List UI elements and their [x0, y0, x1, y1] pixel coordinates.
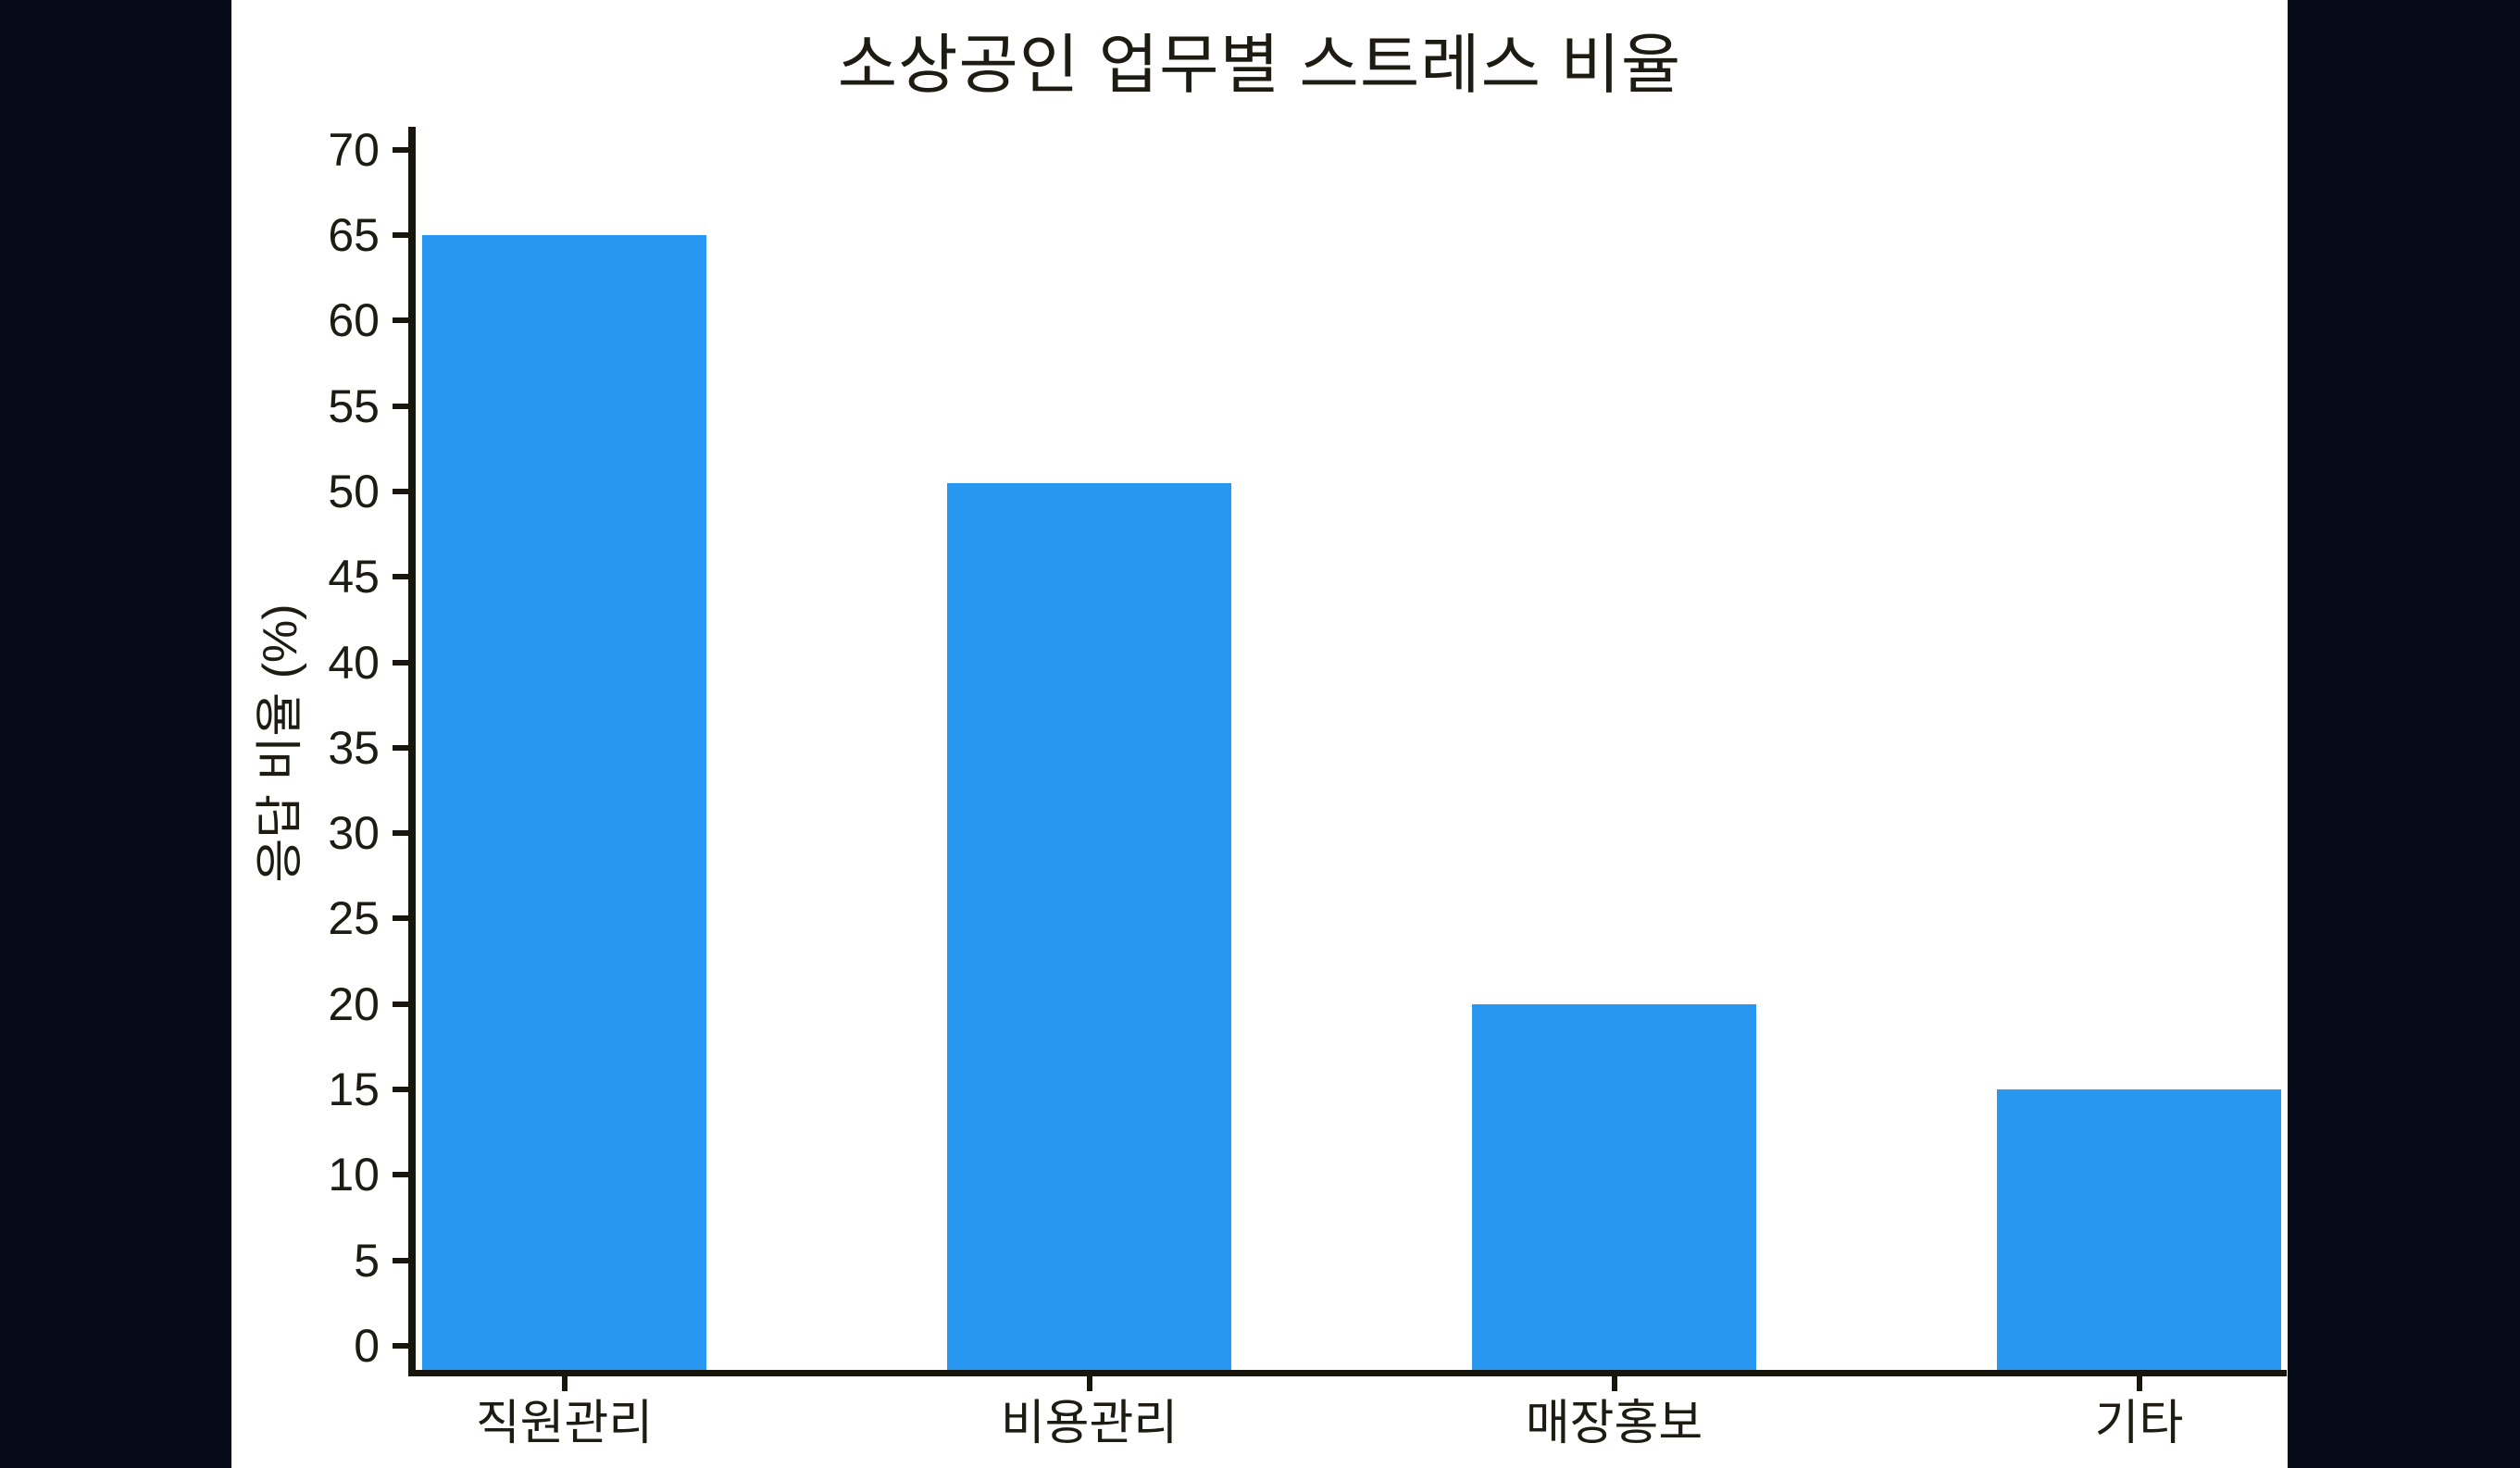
- y-tick-mark: [393, 231, 408, 238]
- bar-직원관리: [422, 234, 706, 1370]
- x-tick-label: 비용관리: [1000, 1397, 1179, 1450]
- y-tick-label: 45: [328, 551, 380, 603]
- y-tick-label: 25: [328, 892, 380, 945]
- y-tick-mark: [393, 488, 408, 494]
- y-tick-mark: [393, 1343, 408, 1349]
- y-tick-mark: [393, 1087, 408, 1093]
- bar-비용관리: [947, 482, 1231, 1370]
- y-tick-label: 55: [328, 379, 380, 432]
- y-tick-label: 5: [354, 1234, 380, 1287]
- x-tick-mark: [2136, 1376, 2142, 1391]
- y-tick-mark: [393, 403, 408, 409]
- y-tick-mark: [393, 1001, 408, 1007]
- y-tick-label: 15: [328, 1064, 380, 1116]
- y-tick-mark: [393, 146, 408, 153]
- x-tick-label: 직원관리: [475, 1397, 654, 1450]
- y-tick-mark: [393, 830, 408, 837]
- y-tick-mark: [393, 744, 408, 751]
- y-tick-label: 35: [328, 721, 380, 774]
- x-tick-label: 기타: [2094, 1397, 2184, 1450]
- chart-title: 소상공인 업무별 스트레스 비율: [837, 29, 1682, 101]
- y-tick-mark: [393, 574, 408, 580]
- y-tick-label: 60: [328, 294, 380, 347]
- x-tick-mark: [1086, 1376, 1092, 1391]
- x-tick-mark: [561, 1376, 568, 1391]
- bar-기타: [1997, 1089, 2281, 1370]
- y-tick-label: 20: [328, 977, 380, 1030]
- y-axis-spine: [408, 127, 416, 1376]
- y-tick-mark: [393, 1257, 408, 1263]
- x-tick-mark: [1611, 1376, 1617, 1391]
- y-tick-label: 30: [328, 807, 380, 860]
- y-tick-label: 50: [328, 465, 380, 517]
- y-tick-mark: [393, 317, 408, 324]
- y-tick-label: 40: [328, 636, 380, 689]
- y-tick-label: 70: [328, 123, 380, 176]
- bar-매장홍보: [1472, 1003, 1756, 1370]
- y-tick-label: 65: [328, 208, 380, 261]
- y-tick-label: 0: [354, 1320, 380, 1372]
- y-tick-label: 10: [328, 1149, 380, 1201]
- y-tick-mark: [393, 1172, 408, 1178]
- y-tick-mark: [393, 915, 408, 922]
- y-tick-mark: [393, 659, 408, 666]
- figure-background: 소상공인 업무별 스트레스 비율 응답 비율 (%) 0 5 10 15 20 25 30 3…: [231, 0, 2288, 1468]
- x-tick-label: 매장홍보: [1525, 1397, 1703, 1450]
- x-axis-spine: [408, 1370, 2287, 1376]
